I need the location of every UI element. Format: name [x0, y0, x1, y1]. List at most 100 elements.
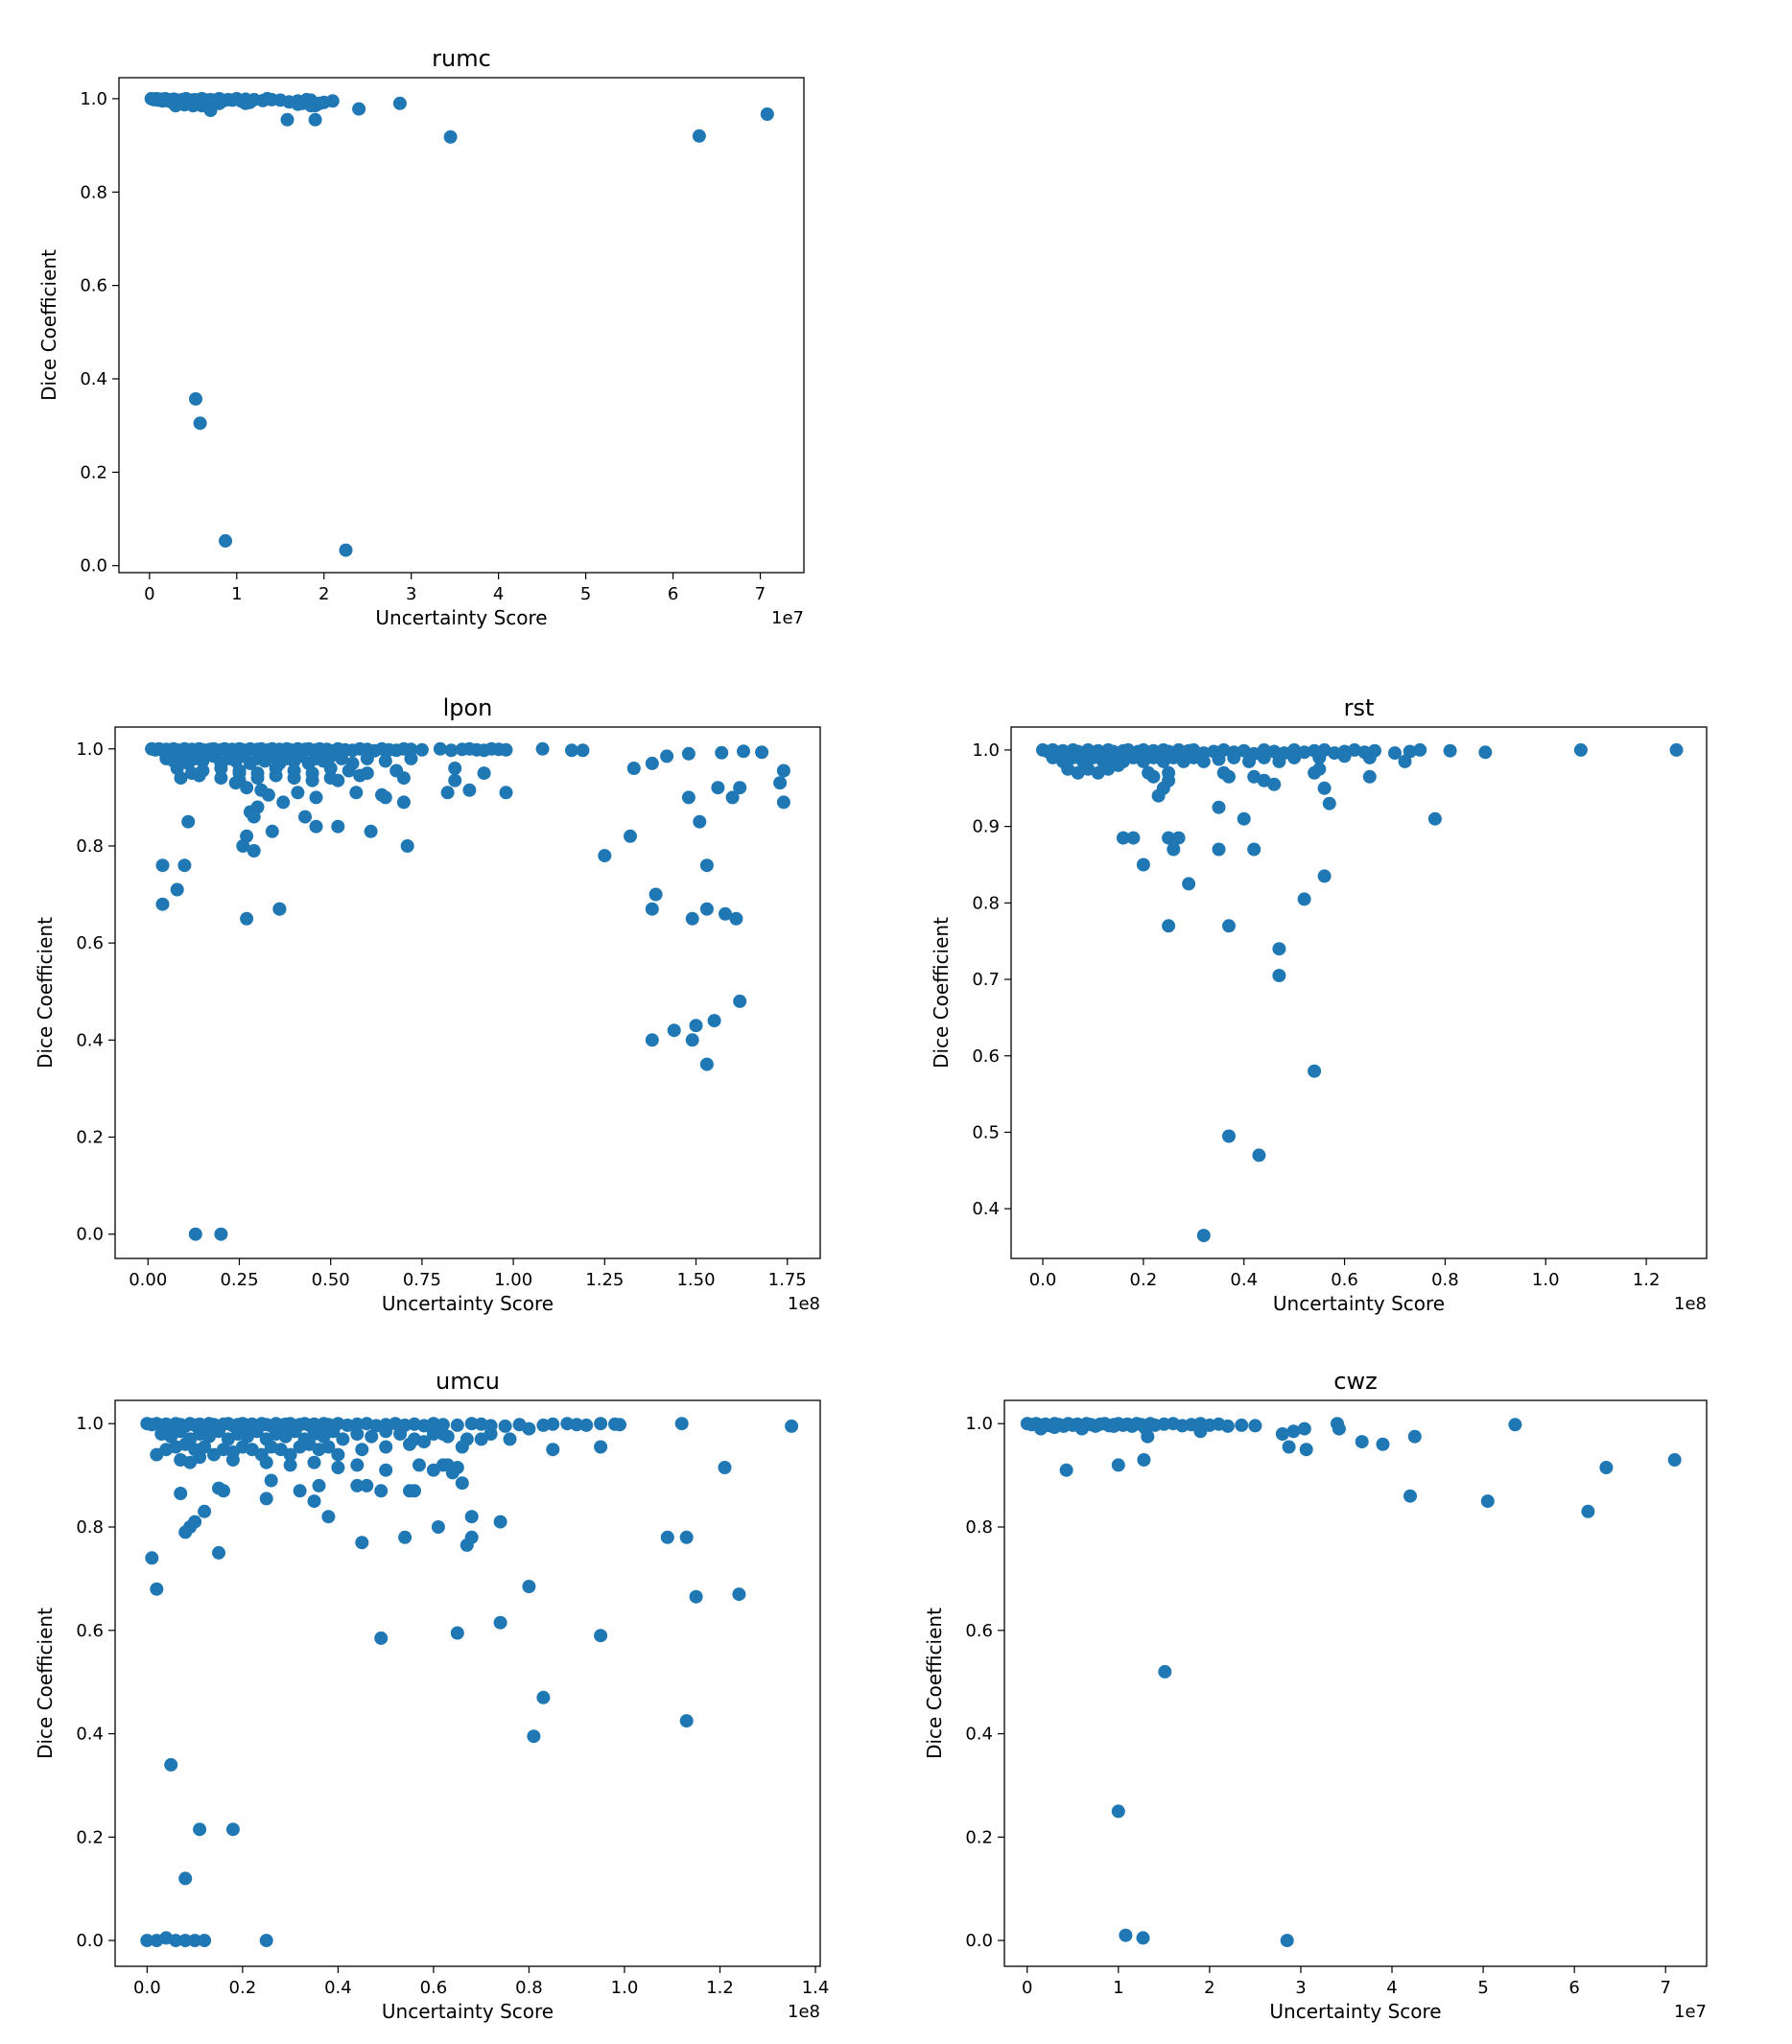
data-point: [288, 1424, 302, 1439]
data-point: [426, 1427, 440, 1441]
x-tick-label: 3: [406, 584, 416, 604]
data-point: [250, 771, 265, 786]
data-point: [169, 1934, 183, 1948]
y-tick-label: 0.6: [76, 933, 104, 953]
data-point: [1297, 1421, 1311, 1436]
data-point: [186, 99, 200, 113]
x-tick-label: 0.25: [220, 1270, 258, 1290]
data-point: [1328, 746, 1342, 761]
data-point: [396, 795, 411, 810]
data-point: [436, 1427, 450, 1441]
data-point: [699, 902, 714, 916]
x-tick-label: 0.6: [420, 1978, 448, 1998]
x-axis-multiplier: 1e7: [771, 608, 804, 628]
data-point: [1272, 754, 1286, 768]
x-axis-multiplier: 1e8: [1674, 1294, 1707, 1314]
data-point: [450, 1418, 464, 1432]
data-point: [323, 762, 338, 775]
data-point: [1162, 831, 1176, 845]
data-point: [1146, 769, 1161, 784]
data-point: [498, 1419, 512, 1433]
data-point: [565, 743, 578, 758]
data-point: [396, 771, 411, 786]
data-point: [477, 766, 491, 781]
data-point: [203, 104, 218, 118]
data-point: [1196, 754, 1211, 768]
data-point: [681, 790, 696, 805]
points-rst: [1036, 742, 1684, 1243]
data-point: [1171, 831, 1186, 845]
data-point: [711, 781, 725, 795]
data-point: [645, 902, 659, 916]
data-point: [1669, 742, 1684, 757]
data-point: [155, 858, 170, 873]
data-point: [189, 391, 202, 406]
y-tick-label: 0.8: [972, 893, 1000, 913]
data-point: [443, 129, 458, 144]
data-point: [1257, 773, 1271, 787]
x-tick-label: 6: [1568, 1978, 1579, 1998]
x-tick-label: 1.2: [706, 1978, 734, 1998]
x-tick-label: 1.25: [585, 1270, 624, 1290]
data-point: [1280, 1934, 1294, 1948]
data-point: [1286, 1424, 1301, 1439]
x-tick-label: 0.00: [129, 1270, 167, 1290]
data-point: [1059, 1463, 1073, 1477]
points-umcu: [140, 1417, 799, 1948]
y-tick-label: 1.0: [80, 89, 107, 109]
data-point: [164, 1757, 178, 1772]
data-point: [269, 768, 283, 783]
x-tick-label: 2: [318, 584, 329, 604]
data-point: [1299, 1443, 1313, 1457]
data-point: [403, 1437, 416, 1451]
data-point: [174, 1424, 188, 1439]
panel-rst: 0.0 0.2 0.4 0.6 0.8 1.0 1.2 0.4 0.5 0.6 0.7 0.8 0.9 1…: [930, 694, 1708, 1315]
axes-frame: [1003, 1399, 1708, 1967]
data-point: [1252, 1148, 1266, 1163]
data-point: [336, 1432, 350, 1446]
data-point: [692, 129, 706, 143]
axes-frame: [114, 1399, 821, 1967]
data-point: [321, 1440, 336, 1454]
data-point: [342, 764, 356, 778]
data-point: [579, 1418, 594, 1432]
data-point: [1272, 969, 1286, 983]
data-point: [455, 1440, 469, 1454]
data-point: [1362, 750, 1377, 764]
points-rumc: [144, 91, 774, 557]
y-tick-label: 0.2: [80, 462, 107, 482]
data-point: [353, 768, 367, 783]
data-point: [732, 1587, 746, 1602]
chart-title: rumc: [432, 45, 491, 72]
data-point: [464, 1417, 479, 1431]
y-tick-label: 0.0: [965, 1931, 993, 1951]
data-point: [1247, 769, 1261, 784]
data-point: [378, 790, 392, 805]
panel-rumc: 0 1 2 3 4 5 6 7 0.0 0.2 0.4 0.6 0.8 1.0 rumc Uncertaint…: [37, 45, 805, 629]
x-tick-label: 0.4: [324, 1978, 352, 1998]
data-point: [1222, 919, 1236, 933]
y-tick-label: 0.0: [76, 1931, 104, 1951]
data-point: [1107, 1419, 1121, 1433]
data-point: [624, 829, 637, 843]
data-point: [645, 1033, 659, 1047]
data-point: [181, 814, 196, 829]
data-point: [499, 786, 513, 800]
data-point: [598, 849, 612, 863]
data-point: [312, 1478, 326, 1492]
data-point: [1212, 800, 1226, 814]
data-point: [719, 906, 732, 921]
data-point: [431, 1520, 445, 1534]
y-tick-label: 0.9: [972, 817, 1000, 837]
data-point: [198, 1934, 212, 1948]
y-tick-label: 0.2: [965, 1827, 993, 1847]
data-point: [217, 1484, 230, 1498]
data-point: [225, 1822, 240, 1837]
data-point: [1111, 758, 1125, 772]
data-point: [1267, 744, 1282, 759]
data-point: [393, 1427, 408, 1441]
x-tick-label: 1.50: [676, 1270, 715, 1290]
data-point: [232, 766, 247, 781]
data-point: [1413, 742, 1427, 757]
